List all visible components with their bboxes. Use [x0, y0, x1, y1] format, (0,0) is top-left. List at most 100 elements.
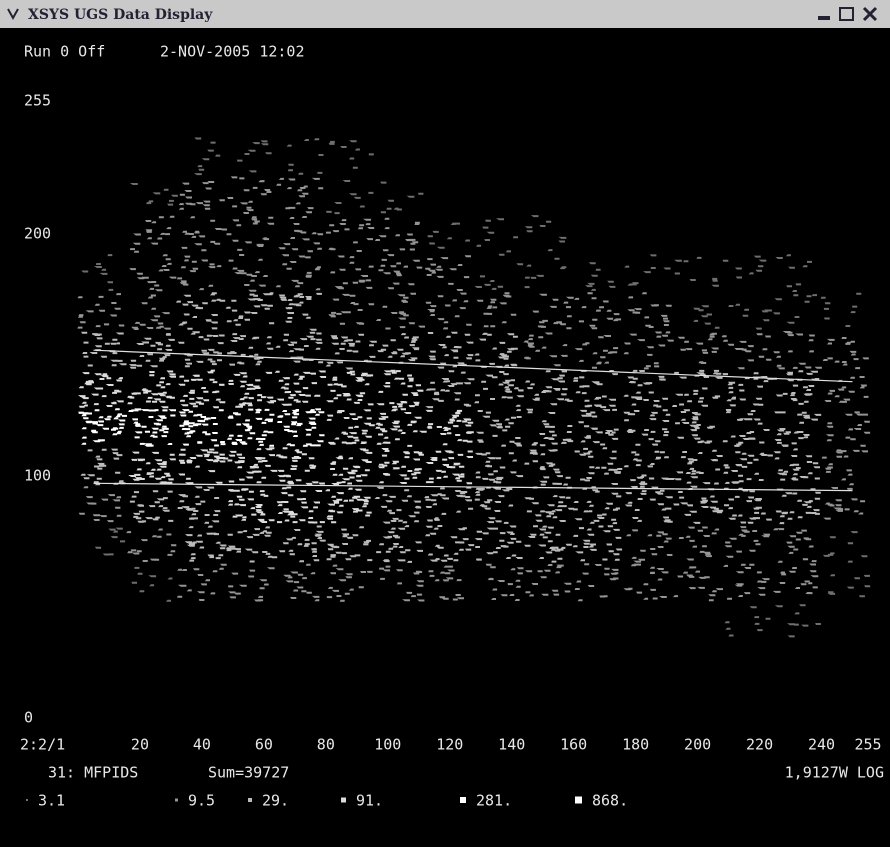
legend-swatch [26, 799, 28, 801]
density-cell [278, 292, 322, 331]
density-cell [424, 486, 474, 522]
density-cell [78, 486, 122, 523]
density-cell [375, 408, 427, 447]
density-cell [128, 408, 176, 447]
density-cell [78, 372, 124, 408]
legend-swatch [341, 797, 346, 803]
density-cell [330, 448, 373, 485]
density-cell [574, 292, 622, 330]
density-cell [227, 176, 272, 214]
x-tick-label: 240 [808, 736, 835, 754]
density-cell [236, 140, 272, 173]
x-axis-label: 2:2/1 [20, 736, 65, 754]
density-cell [278, 216, 324, 253]
density-cell [623, 409, 671, 446]
density-cell [474, 486, 514, 524]
x-tick-label: 220 [746, 736, 773, 754]
density-cell [275, 331, 324, 364]
legend-label: 9.5 [188, 792, 215, 810]
y-tick-label: 0 [24, 709, 33, 727]
density-cell [128, 451, 176, 485]
density-cell [326, 526, 373, 562]
density-cell [178, 181, 225, 210]
density-cell [194, 137, 221, 176]
density-cell [378, 448, 424, 484]
density-cell [275, 447, 325, 485]
density-cell [81, 331, 127, 367]
x-tick-label: 140 [498, 736, 525, 754]
density-cell [276, 177, 324, 214]
density-cell [178, 448, 229, 485]
density-cell [374, 486, 422, 524]
density-cell [772, 563, 819, 595]
density-cell [328, 140, 374, 169]
density-cell [474, 332, 518, 368]
density-cell [175, 292, 226, 330]
density-cell [80, 448, 126, 486]
density-cell [425, 409, 474, 446]
sum-label: Sum=39727 [208, 764, 289, 782]
x-tick-label: 200 [684, 736, 711, 754]
maximize-button[interactable] [839, 7, 854, 21]
density-cell [525, 564, 572, 597]
legend-swatch [460, 797, 466, 803]
y-tick-label: 255 [24, 92, 51, 110]
density-cell [177, 563, 227, 601]
density-cell [131, 294, 171, 330]
density-cell [374, 217, 420, 252]
density-cell [625, 529, 673, 563]
window-title: XSYS UGS Data Display [28, 7, 213, 23]
density-cell [326, 370, 374, 406]
density-cell [532, 293, 574, 330]
spectrum-name: 31: MFPIDS [48, 764, 138, 782]
density-cell [476, 218, 518, 253]
app-icon [7, 8, 19, 21]
density-cell [325, 333, 377, 370]
density-cell [326, 409, 375, 445]
density-cell [773, 448, 820, 481]
x-tick-label: 180 [622, 736, 649, 754]
legend-label: 91. [356, 792, 383, 810]
x-tick-label: 60 [255, 736, 273, 754]
minimize-button[interactable] [818, 16, 830, 20]
density-cell [379, 565, 425, 602]
density-cell [524, 370, 573, 406]
density-cell [276, 486, 325, 524]
density-cell [425, 370, 475, 409]
density-cell [623, 369, 668, 408]
density-cell [475, 409, 522, 447]
density-cell [825, 411, 871, 447]
density-cell [275, 254, 321, 291]
density-cell [674, 256, 719, 287]
legend-label: 281. [476, 792, 512, 810]
close-button[interactable] [862, 6, 878, 22]
density-cell [822, 337, 869, 370]
density-cell [425, 255, 471, 291]
density-cell [184, 525, 227, 562]
density-cell [524, 449, 571, 486]
y-tick-label: 100 [24, 467, 51, 485]
density-cell [228, 371, 277, 408]
density-cell [283, 563, 320, 602]
density-cell [721, 333, 772, 370]
density-cell [485, 563, 524, 601]
density-cell [425, 292, 472, 330]
x-tick-label: 80 [317, 736, 335, 754]
density-cell [677, 332, 719, 364]
density-cell [78, 408, 127, 445]
density-cell [77, 293, 125, 329]
density-cell [377, 333, 420, 364]
legend-swatch [248, 798, 252, 802]
density-cell [325, 180, 374, 215]
density-cell [326, 564, 373, 602]
density-cell [722, 409, 770, 447]
density-cell [178, 409, 226, 447]
density-cell [723, 487, 772, 524]
density-cell [623, 563, 669, 600]
density-cell [574, 447, 623, 485]
density-cell [525, 408, 574, 447]
density-cell [286, 138, 324, 175]
density-cell [775, 254, 812, 292]
x-tick-label: 20 [131, 736, 149, 754]
